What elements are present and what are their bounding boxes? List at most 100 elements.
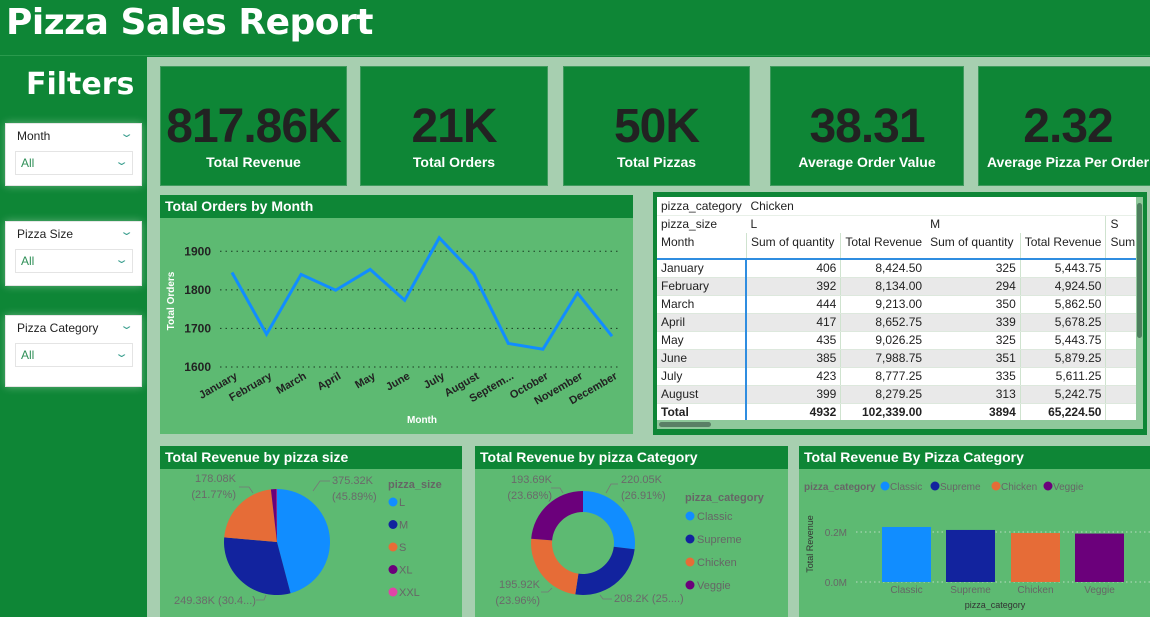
x-tick-label: June — [384, 370, 412, 393]
report-header: Pizza Sales Report — [0, 0, 1150, 56]
report-canvas: 817.86K Total Revenue 21K Total Orders 5… — [147, 57, 1150, 617]
matrix-header-size: pizza_size L M S — [657, 214, 1143, 233]
kpi-value: 38.31 — [809, 100, 925, 153]
matrix-visual[interactable]: pizza_category Chicken pizza_size L M S … — [653, 192, 1147, 435]
slicer-value: All — [21, 348, 35, 362]
chart-title: Total Revenue By Pizza Category — [804, 449, 1024, 465]
matrix-row[interactable]: May 435 9,026.25 325 5,443.75 — [657, 331, 1143, 350]
slicer-month[interactable]: Month ⌄ All ⌄ — [5, 123, 142, 186]
size-header[interactable]: L — [746, 214, 927, 233]
kpi-card-total-orders[interactable]: 21K Total Orders — [360, 66, 548, 186]
row-header: April — [657, 313, 747, 332]
filters-panel: Filters Month ⌄ All ⌄ Pizza Size ⌄ All ⌄… — [0, 57, 147, 617]
matrix-cell: 325 — [926, 259, 1021, 278]
matrix-cell: 294 — [926, 277, 1021, 296]
matrix-row[interactable]: June 385 7,988.75 351 5,879.25 — [657, 349, 1143, 368]
matrix-cell: 8,279.25 — [840, 385, 927, 404]
donut-slice-supreme — [575, 546, 635, 595]
matrix-table[interactable]: pizza_category Chicken pizza_size L M S … — [657, 197, 1143, 429]
legend-item: Chicken — [697, 557, 737, 569]
scrollbar-thumb[interactable] — [1137, 203, 1142, 338]
column-header[interactable]: Total Revenue — [1019, 233, 1106, 259]
matrix-row[interactable]: January 406 8,424.50 325 5,443.75 — [657, 259, 1143, 278]
slicer-pizza-size[interactable]: Pizza Size ⌄ All ⌄ — [5, 221, 142, 286]
bar-chicken — [1011, 533, 1060, 582]
donut-slice-veggie — [531, 491, 583, 541]
matrix-cell: 5,443.75 — [1019, 259, 1106, 278]
column-header[interactable]: Sum of quantity — [930, 235, 1014, 249]
slicer-dropdown[interactable]: All ⌄ — [15, 343, 133, 367]
kpi-card-total-pizzas[interactable]: 50K Total Pizzas — [563, 66, 750, 186]
horizontal-scrollbar[interactable] — [657, 420, 1143, 429]
vertical-scrollbar[interactable] — [1136, 197, 1143, 429]
data-label: (45.89%) — [332, 491, 377, 503]
legend-title: pizza_category — [804, 482, 876, 493]
filters-title: Filters — [26, 67, 135, 102]
column-header[interactable]: Sum of quantity — [745, 233, 841, 259]
chart-header: Total Revenue By Pizza Category — [799, 446, 1150, 469]
orders-by-month-chart[interactable]: Total Orders by Month 1600 1700 1800 1900 Ja… — [160, 195, 633, 434]
data-label: (21.77%) — [191, 489, 236, 501]
kpi-label: Average Pizza Per Order — [986, 154, 1150, 170]
matrix-cell — [1105, 367, 1143, 386]
y-tick-label: 1600 — [184, 360, 211, 374]
kpi-label: Total Orders — [412, 154, 496, 170]
chevron-down-icon[interactable]: ⌄ — [119, 127, 134, 140]
total-cell: 102,339.00 — [840, 403, 927, 421]
leader-line — [256, 594, 267, 601]
chevron-down-icon[interactable]: ⌄ — [114, 347, 129, 360]
kpi-card-average-order-value[interactable]: 38.31 Average Order Value — [770, 66, 964, 186]
total-cell: 4932 — [745, 403, 841, 421]
x-tick-label: Classic — [890, 585, 922, 596]
pie-slice-xl — [270, 489, 277, 542]
legend-marker — [1043, 481, 1053, 491]
category-value[interactable]: Chicken — [750, 198, 794, 213]
kpi-label: Total Revenue — [206, 154, 301, 170]
matrix-cell — [1105, 259, 1143, 278]
revenue-by-category-donut[interactable]: Total Revenue by pizza Category 220.05K (… — [475, 446, 788, 617]
revenue-by-size-chart[interactable]: Total Revenue by pizza size 375.32K (45.8… — [160, 446, 462, 617]
matrix-cell — [1105, 331, 1143, 350]
matrix-cell: 392 — [745, 277, 841, 296]
y-axis-title: Total Revenue — [805, 515, 815, 573]
matrix-cell: 444 — [745, 295, 841, 314]
leader-line — [312, 480, 330, 492]
chevron-down-icon[interactable]: ⌄ — [119, 225, 134, 238]
chevron-down-icon[interactable]: ⌄ — [119, 319, 134, 332]
kpi-card-average-pizza-per-order[interactable]: 2.32 Average Pizza Per Order — [978, 66, 1150, 186]
x-tick-label: April — [315, 370, 343, 393]
matrix-row[interactable]: April 417 8,652.75 339 5,678.25 — [657, 313, 1143, 332]
matrix-row[interactable]: July 423 8,777.25 335 5,611.25 — [657, 367, 1143, 386]
data-label: 193.69K — [511, 474, 553, 486]
matrix-cell: 8,134.00 — [840, 277, 927, 296]
size-header[interactable]: S — [1105, 214, 1143, 233]
matrix-row[interactable]: March 444 9,213.00 350 5,862.50 — [657, 295, 1143, 314]
slicer-dropdown[interactable]: All ⌄ — [15, 151, 133, 175]
matrix-header-category: pizza_category Chicken — [657, 197, 1143, 215]
matrix-cell: 350 — [926, 295, 1021, 314]
column-header[interactable]: Total Revenue — [840, 233, 927, 259]
chevron-down-icon[interactable]: ⌄ — [114, 155, 129, 168]
x-axis-title: Month — [407, 415, 437, 426]
chevron-down-icon[interactable]: ⌄ — [114, 253, 129, 266]
chart-title: Total Revenue by pizza Category — [480, 449, 698, 465]
y-tick-label: 0.0M — [825, 578, 847, 589]
kpi-card-total-revenue[interactable]: 817.86K Total Revenue — [160, 66, 347, 186]
legend-item: Supreme — [697, 534, 742, 546]
scrollbar-thumb[interactable] — [659, 422, 711, 427]
matrix-row[interactable]: February 392 8,134.00 294 4,924.50 — [657, 277, 1143, 296]
chart-title: Total Orders by Month — [165, 198, 314, 214]
legend-item: XXL — [399, 587, 420, 599]
size-header[interactable]: M — [926, 214, 1106, 233]
legend-item: M — [399, 520, 408, 532]
leader-line — [551, 487, 564, 494]
revenue-by-category-bar[interactable]: Total Revenue By Pizza Category pizza_ca… — [799, 446, 1150, 617]
legend-marker — [388, 520, 398, 529]
slicer-pizza-category[interactable]: Pizza Category ⌄ All ⌄ — [5, 315, 142, 387]
matrix-cell: 435 — [745, 331, 841, 350]
slicer-dropdown[interactable]: All ⌄ — [15, 249, 133, 273]
data-label: 249.38K (30.4...) — [174, 595, 256, 607]
chart-title: Total Revenue by pizza size — [165, 449, 349, 465]
matrix-row[interactable]: August 399 8,279.25 313 5,242.75 — [657, 385, 1143, 404]
